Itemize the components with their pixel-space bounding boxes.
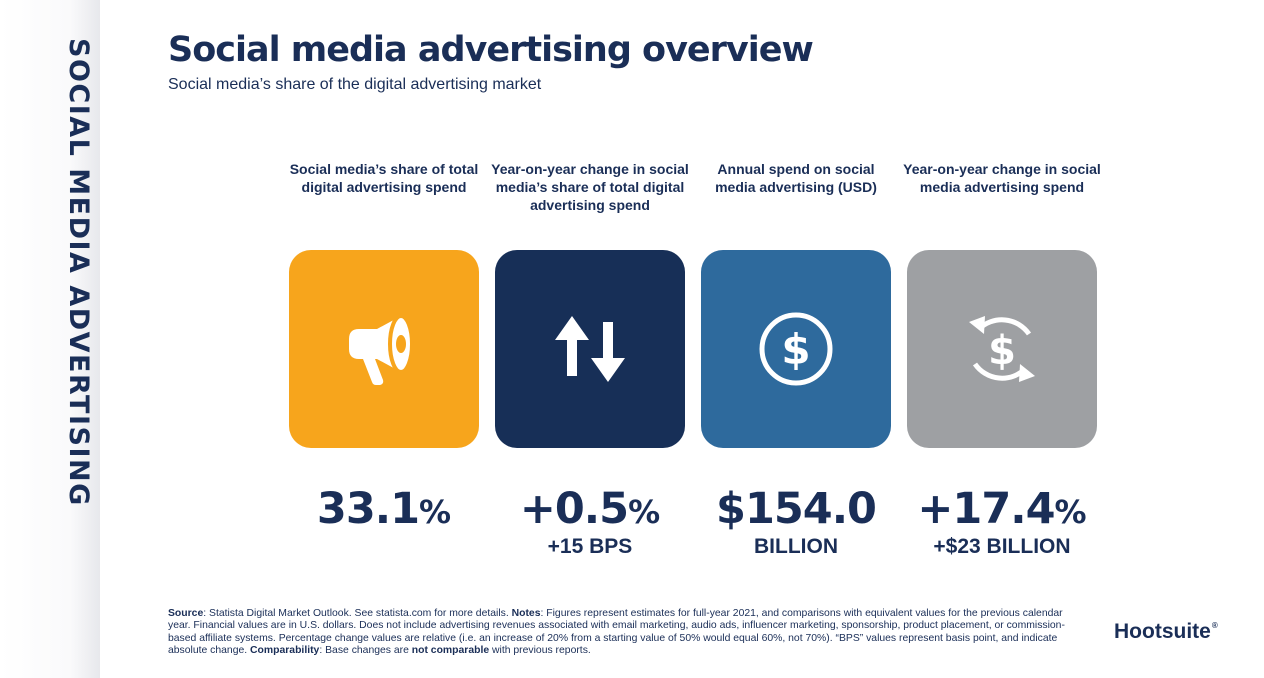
stat-value: +17.4%	[917, 484, 1087, 534]
stat-heading: Year-on-year change in social media adve…	[903, 161, 1101, 195]
footnote: Source: Statista Digital Market Outlook.…	[168, 608, 1065, 657]
stat-value: $154.0	[716, 484, 877, 534]
stat-card-share-change: Year-on-year change in social media’s sh…	[491, 160, 689, 559]
hootsuite-logo: Hootsuite®	[1114, 620, 1218, 643]
stat-heading: Annual spend on social media advertising…	[715, 161, 877, 195]
stat-heading: Year-on-year change in social media’s sh…	[491, 161, 689, 213]
stat-subvalue: +15 BPS	[547, 535, 633, 558]
svg-text:$: $	[781, 325, 810, 374]
stat-tile	[495, 250, 685, 448]
page-subtitle: Social media’s share of the digital adve…	[168, 76, 542, 93]
stat-subvalue: +$23 BILLION	[933, 535, 1071, 558]
page-title: Social media advertising overview	[168, 30, 814, 70]
stat-value: 33.1%	[316, 484, 452, 534]
stat-tile: $	[701, 250, 891, 448]
stat-heading: Social media’s share of total digital ad…	[289, 161, 479, 195]
megaphone-icon	[349, 314, 414, 385]
stat-value: +0.5%	[519, 484, 661, 534]
stat-card-annual-spend: Annual spend on social media advertising…	[701, 160, 891, 559]
stat-card-spend-change: Year-on-year change in social media adve…	[903, 160, 1101, 559]
stat-tile	[289, 250, 479, 448]
stat-card-share: Social media’s share of total digital ad…	[289, 160, 479, 535]
svg-text:$: $	[988, 328, 1016, 374]
stat-subvalue: BILLION	[754, 535, 838, 558]
dollar-refresh-icon: $	[969, 316, 1035, 382]
up-down-arrows-icon	[555, 316, 625, 382]
sidebar: SOCIAL MEDIA ADVERTISING	[0, 0, 100, 678]
dollar-circle-icon: $	[759, 312, 833, 386]
sidebar-title: SOCIAL MEDIA ADVERTISING	[63, 38, 94, 507]
stat-tile: $	[907, 250, 1097, 448]
